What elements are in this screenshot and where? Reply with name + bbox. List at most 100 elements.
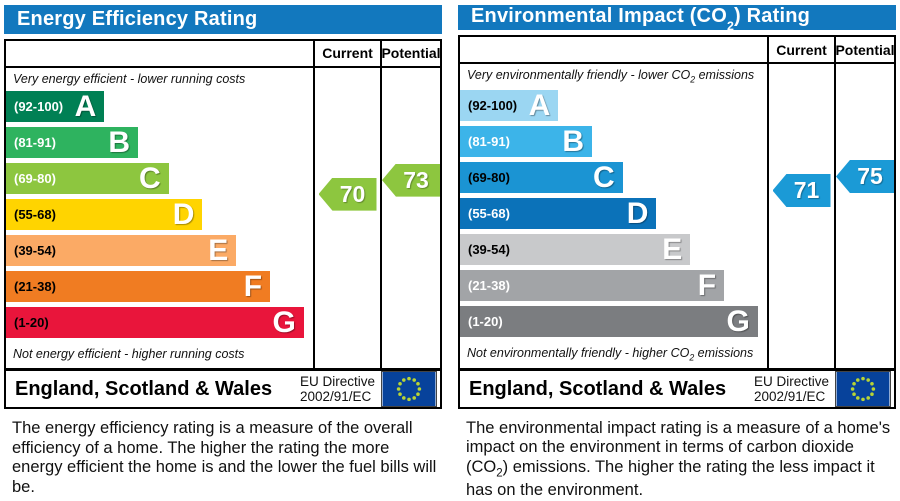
eu-directive-label: EU Directive 2002/91/EC <box>754 374 829 404</box>
band-letter: D <box>172 197 195 231</box>
band-bar-A: (92-100) A <box>6 89 105 123</box>
band-row-F: (21-38) F <box>6 271 313 307</box>
band-letter: A <box>74 89 97 123</box>
band-bar-F: (21-38) F <box>460 268 725 302</box>
energy-footer: England, Scotland & Wales EU Directive 2… <box>4 369 442 410</box>
band-row-C: (69-80) C <box>6 163 313 199</box>
region-label: England, Scotland & Wales <box>15 377 273 400</box>
spacer-cell <box>6 41 313 66</box>
band-bar-B: (81-91) B <box>460 124 592 158</box>
co2-top-caption: Very environmentally friendly - lower CO… <box>467 68 755 85</box>
co2-bottom-caption: Not environmentally friendly - higher CO… <box>467 346 754 363</box>
band-range: (55-68) <box>14 207 56 223</box>
band-row-A: (92-100) A <box>6 91 313 127</box>
co2-current-rating-arrow: 71 <box>772 174 831 207</box>
band-range: (21-38) <box>14 279 56 295</box>
current-column-header: Current <box>313 40 380 66</box>
band-letter: B <box>562 124 584 158</box>
energy-current-column: 70 <box>313 67 380 369</box>
band-letter: A <box>528 88 551 122</box>
band-letter: F <box>697 268 717 302</box>
band-row-A: (92-100) A <box>460 90 767 126</box>
band-bar-E: (39-54) E <box>6 233 237 267</box>
energy-description: The energy efficiency rating is a measur… <box>12 419 437 496</box>
band-row-B: (81-91) B <box>460 126 767 162</box>
energy-bottom-caption: Not energy efficient - higher running co… <box>13 347 245 362</box>
band-range: (21-38) <box>468 278 510 294</box>
band-range: (92-100) <box>468 98 518 114</box>
co2-current-rating-value: 71 <box>793 177 820 203</box>
energy-efficiency-panel: Energy Efficiency Rating Current Potenti… <box>4 4 442 497</box>
band-row-C: (69-80) C <box>460 162 767 198</box>
energy-panel-title: Energy Efficiency Rating <box>17 7 258 30</box>
band-row-B: (81-91) B <box>6 127 313 163</box>
co2-current-column: 71 <box>767 64 834 370</box>
eu-directive-line2: 2002/91/EC <box>299 389 372 405</box>
co2-potential-rating-value: 75 <box>857 163 883 189</box>
energy-chart: Current Potential Very energy efficient … <box>4 38 442 371</box>
co2-panel-title: Environmental Impact (CO2) Rating <box>471 5 811 33</box>
band-row-E: (39-54) E <box>6 235 313 271</box>
band-row-G: (1-20) G <box>460 306 767 342</box>
energy-panel-title-bar: Energy Efficiency Rating <box>4 5 442 34</box>
band-bar-D: (55-68) D <box>6 197 203 231</box>
band-bar-G: (1-20) G <box>460 304 758 338</box>
band-bar-E: (39-54) E <box>460 232 691 266</box>
co2-chart: Current Potential Very environmentally f… <box>458 35 896 370</box>
co2-chart-body: Very environmentally friendly - lower CO… <box>460 64 894 370</box>
band-bar-C: (69-80) C <box>6 163 169 195</box>
region-label: England, Scotland & Wales <box>469 377 727 400</box>
band-letter: B <box>108 125 130 159</box>
potential-column-header: Potential <box>380 40 441 66</box>
energy-column-header-row: Current Potential <box>6 40 441 68</box>
co2-rating-scale: Very environmentally friendly - lower CO… <box>460 64 767 369</box>
band-letter: E <box>662 232 683 266</box>
band-bar-B: (81-91) B <box>6 125 138 159</box>
eu-directive-line2: 2002/91/EC <box>753 389 826 404</box>
band-letter: E <box>208 233 229 267</box>
spacer-cell <box>460 37 767 62</box>
eu-directive-line1: EU Directive <box>753 373 829 389</box>
band-range: (69-80) <box>14 171 56 187</box>
band-bar-D: (55-68) D <box>460 196 657 230</box>
eu-directive-line1: EU Directive <box>299 374 375 390</box>
band-range: (39-54) <box>14 243 56 259</box>
co2-footer: England, Scotland & Wales EU Directive 2… <box>458 369 896 409</box>
co2-column-header-row: Current Potential <box>460 37 895 64</box>
environmental-impact-panel: Environmental Impact (CO2) Rating Curren… <box>458 4 896 499</box>
band-letter: D <box>626 196 649 230</box>
band-range: (92-100) <box>14 99 64 115</box>
band-range: (39-54) <box>468 242 510 258</box>
band-row-G: (1-20) G <box>6 307 313 343</box>
band-range: (55-68) <box>468 206 510 222</box>
band-row-E: (39-54) E <box>460 234 767 270</box>
energy-potential-rating-value: 73 <box>403 166 429 193</box>
energy-chart-body: Very energy efficient - lower running co… <box>6 67 440 369</box>
eu-directive-label: EU Directive 2002/91/EC <box>300 374 375 404</box>
band-bar-F: (21-38) F <box>6 269 271 303</box>
band-letter: G <box>272 305 296 339</box>
co2-potential-rating-arrow: 75 <box>836 160 894 193</box>
band-letter: F <box>243 269 263 303</box>
band-bar-A: (92-100) A <box>460 88 559 122</box>
eu-flag-icon <box>381 371 437 408</box>
energy-rating-bands: (92-100) A (81-91) B (69-80) C (55-68) D (39-54)… <box>6 91 313 343</box>
band-range: (1-20) <box>14 315 49 331</box>
co2-rating-bands: (92-100) A (81-91) B (69-80) C (55-68) D (39-54)… <box>460 90 767 342</box>
co2-description: The environmental impact rating is a mea… <box>466 419 891 499</box>
band-letter: C <box>593 160 615 194</box>
co2-potential-column: 75 <box>834 64 894 370</box>
band-range: (81-91) <box>468 134 510 150</box>
band-range: (1-20) <box>468 314 503 330</box>
band-range: (69-80) <box>468 170 510 186</box>
current-column-header: Current <box>767 37 834 62</box>
band-letter: G <box>726 304 750 338</box>
band-range: (81-91) <box>14 135 56 151</box>
co2-panel-title-bar: Environmental Impact (CO2) Rating <box>458 5 896 33</box>
energy-current-rating-arrow: 70 <box>318 177 377 211</box>
energy-current-rating-value: 70 <box>339 180 366 207</box>
band-row-F: (21-38) F <box>460 270 767 306</box>
energy-rating-scale: Very energy efficient - lower running co… <box>6 68 313 369</box>
energy-potential-column: 73 <box>380 67 440 369</box>
